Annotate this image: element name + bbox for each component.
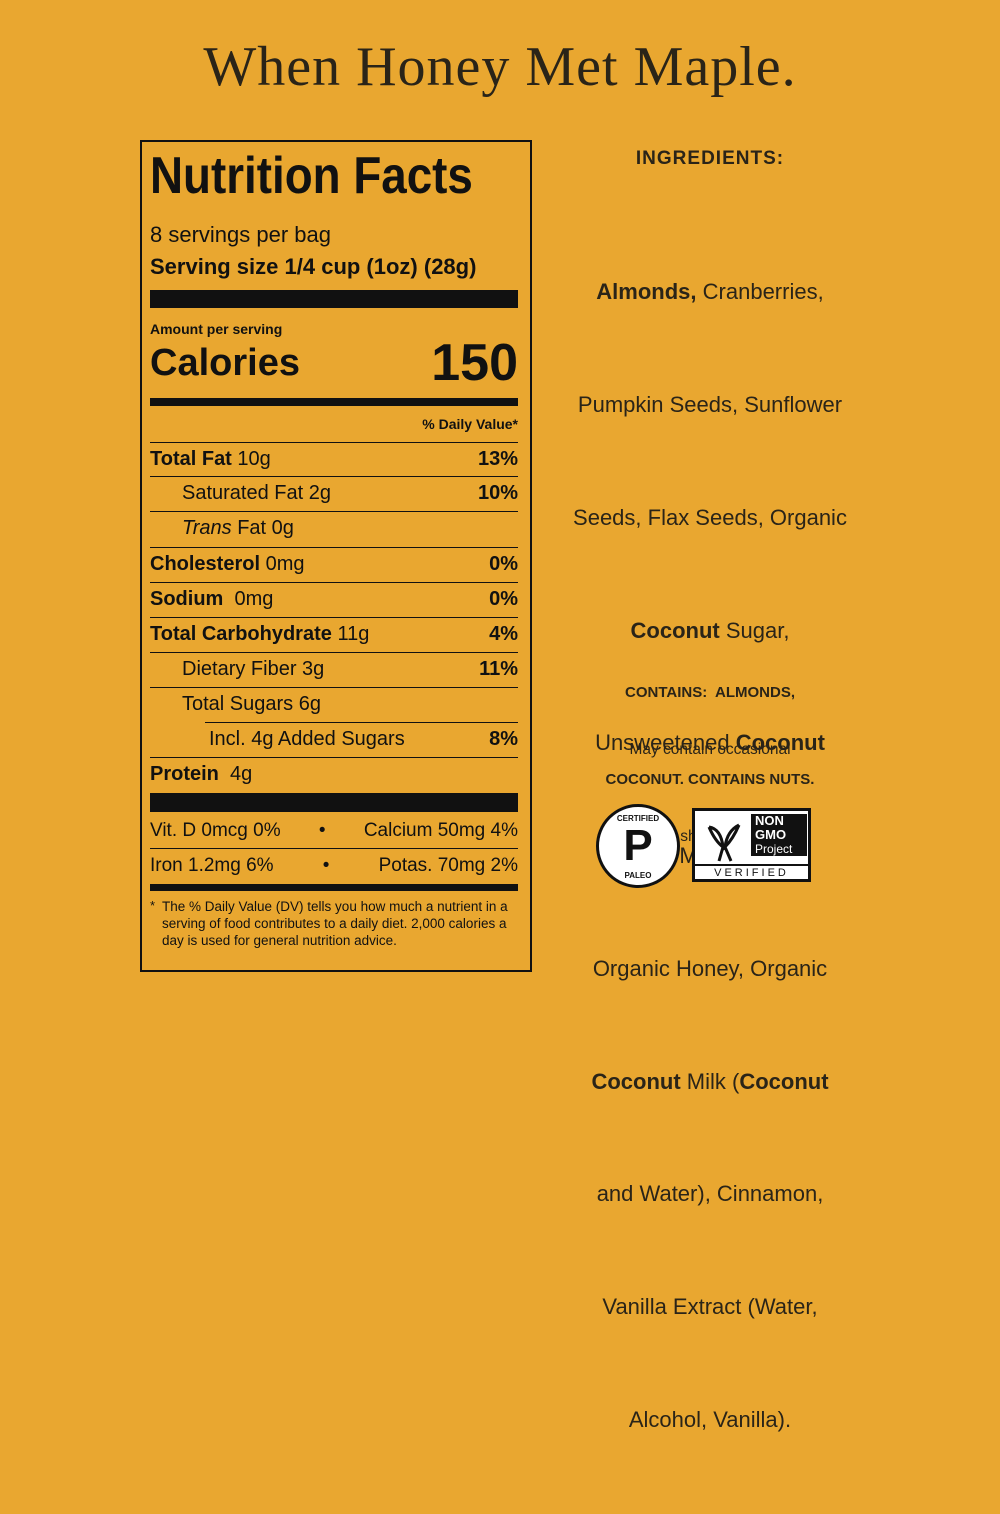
footnote-mark: *	[150, 898, 156, 913]
ingredient-line: Unsweetened Coconut	[545, 724, 875, 762]
serving-size: Serving size 1/4 cup (1oz) (28g)	[150, 254, 518, 280]
nutrient-row: Incl. 4g Added Sugars 8%	[205, 722, 518, 756]
thick-rule	[150, 290, 518, 308]
nutrient-dv: 13%	[477, 448, 518, 470]
text: Milk (	[680, 1068, 740, 1094]
nutrient-amount: 11g	[337, 623, 370, 645]
ingredient-line: Vanilla Extract (Water,	[602, 1294, 818, 1320]
contains-line: CONTAINS: ALMONDS,	[625, 684, 795, 701]
serving-size-value: 1/4 cup (1oz) (28g)	[284, 254, 477, 279]
bold-text: Coconut	[739, 1068, 829, 1094]
text: Cranberries,	[696, 279, 824, 305]
page: When Honey Met Maple. Nutrition Facts 8 …	[140, 36, 875, 1432]
ingredient-line: Pumpkin Seeds, Sunflower	[577, 391, 843, 417]
contains-line: COCONUT. CONTAINS NUTS.	[605, 771, 815, 788]
badge-text: PALEO	[624, 871, 652, 880]
nutrient-dv: 11%	[479, 658, 518, 680]
nutrient-label: Dietary Fiber	[182, 658, 297, 680]
title: When Honey Met Maple.	[203, 36, 797, 98]
nutrient-row: Trans Fat 0g	[150, 511, 518, 545]
ingredient-line: Coconut Milk (Coconut	[545, 1063, 875, 1101]
vitamin: Vit. D 0mcg 0%	[150, 820, 281, 841]
ingredient-line: Almonds, Cranberries,	[545, 273, 875, 311]
contains: CONTAINS: ALMONDS, COCONUT. CONTAINS NUT…	[545, 620, 875, 852]
nutrition-heading: Nutrition Facts	[150, 147, 473, 205]
vitamin-row: Vit. D 0mcg 0% • Calcium 50mg 4%	[150, 814, 518, 848]
nutrient-dv: 0%	[489, 588, 518, 610]
nutrient-amount: 2g	[308, 482, 331, 504]
nutrient-label: Total Carbohydrate	[150, 623, 332, 645]
non-gmo-badge: NON GMO Project VERIFIED	[692, 808, 811, 882]
butterfly-icon	[707, 823, 741, 862]
dv-header: % Daily Value*	[422, 416, 518, 432]
nutrient-row: Cholesterol 0mg 0%	[150, 547, 518, 581]
thick-rule	[150, 793, 518, 812]
nutrient-row: Total Sugars 6g	[150, 687, 518, 721]
bold-text: Coconut	[735, 730, 825, 756]
vitamin: Potas. 70mg 2%	[378, 854, 518, 876]
calories-row: Calories 150	[150, 334, 518, 392]
nutrient-label: Fat	[237, 517, 267, 539]
serving-size-label: Serving size	[150, 254, 279, 279]
badge-text: Project	[755, 842, 793, 856]
badge-letter: P	[623, 821, 653, 870]
nutrient-amount: 6g	[298, 693, 321, 715]
amount-per-serving: Amount per serving	[150, 321, 283, 337]
medium-rule	[150, 398, 518, 406]
bold-text: Almonds,	[596, 279, 697, 305]
bold-text: Coconut	[630, 617, 720, 643]
nutrient-amount: 3g	[302, 658, 325, 680]
text: Unsweetened	[595, 730, 736, 756]
bold-text: Coconut	[591, 1068, 681, 1094]
separator: •	[322, 854, 330, 876]
paleo-badge: CERTIFIED P PALEO	[596, 804, 680, 888]
nutrient-row: Protein 4g	[150, 757, 518, 791]
badge-text: NON	[755, 813, 784, 828]
nutrient-row: Saturated Fat 2g 10%	[150, 476, 518, 510]
nutrient-amount: 4g	[230, 763, 253, 785]
ingredient-line: Coconut Sugar,	[545, 612, 875, 650]
nutrient-row: Dietary Fiber 3g 11%	[150, 652, 518, 686]
nutrient-row: Total Carbohydrate 11g 4%	[150, 617, 518, 651]
separator: •	[318, 820, 326, 841]
nutrition-box	[140, 140, 532, 972]
ingredients-heading: INGREDIENTS:	[635, 148, 785, 169]
badge-text: CERTIFIED	[616, 814, 660, 823]
badge-footer: VERIFIED	[695, 864, 808, 881]
nutrient-amount: 10g	[237, 448, 271, 470]
medium-rule	[150, 884, 518, 891]
vitamin: Calcium 50mg 4%	[363, 820, 518, 841]
servings: 8 servings per bag	[150, 222, 331, 247]
nutrient-label: Sodium	[150, 588, 224, 610]
text: Sugar,	[719, 617, 790, 643]
nutrient-row: Total Fat 10g 13%	[150, 442, 518, 476]
vitamin: Iron 1.2mg 6%	[150, 854, 274, 876]
nutrient-row: Sodium 0mg 0%	[150, 582, 518, 616]
ingredient-line: Alcohol, Vanilla).	[628, 1407, 792, 1432]
nutrient-amount: 0mg	[234, 588, 274, 610]
may-contain-line: May contain occasional	[629, 741, 791, 758]
ingredient-line: and Water), Cinnamon,	[596, 1181, 824, 1207]
nutrient-amount: 0g	[271, 517, 294, 539]
nutrient-dv: 10%	[477, 482, 518, 504]
ingredient-line: Organic Honey, Organic	[592, 955, 828, 981]
footnote: The % Daily Value (DV) tells you how muc…	[162, 899, 508, 948]
nutrient-dv: 8%	[489, 728, 518, 750]
nutrient-label: Incl. 4g Added Sugars	[209, 728, 405, 750]
vitamin-row: Iron 1.2mg 6% • Potas. 70mg 2%	[150, 848, 518, 882]
badge-text-block: NON GMO Project	[751, 814, 807, 856]
nutrient-label: Total Fat	[150, 448, 232, 470]
nutrient-amount: 0mg	[265, 553, 305, 575]
ingredient-line: Seeds, Flax Seeds, Organic	[573, 504, 847, 530]
nutrient-label: Total Sugars	[182, 693, 294, 715]
nutrient-dv: 4%	[489, 623, 518, 645]
nutrient-dv: 0%	[489, 553, 518, 575]
calories-value: 150	[431, 334, 518, 392]
badge-text: GMO	[755, 827, 787, 842]
nutrient-label-italic: Trans	[182, 517, 232, 539]
calories-label: Calories	[150, 341, 300, 384]
nutrient-label: Saturated Fat	[182, 482, 304, 504]
nutrient-label: Cholesterol	[150, 553, 261, 575]
nutrient-label: Protein	[150, 763, 219, 785]
